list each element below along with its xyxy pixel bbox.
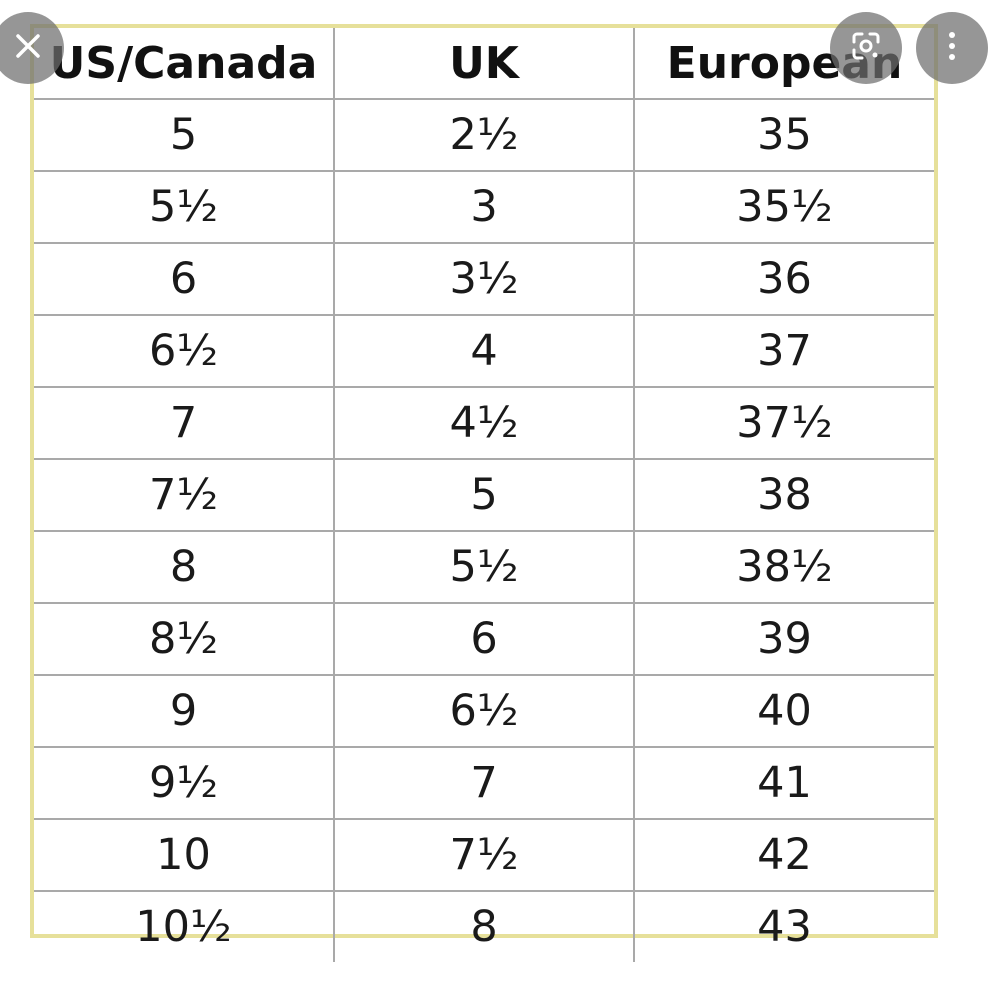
cell-us-canada: 10: [34, 818, 335, 892]
cell-european: 39: [633, 602, 934, 676]
cell-us-canada: 6½: [34, 314, 335, 388]
table-row: 10 7½ 42: [34, 818, 934, 892]
cell-us-canada: 7½: [34, 458, 335, 532]
cell-us-canada: 7: [34, 386, 335, 460]
lens-icon: [848, 28, 884, 68]
cell-european: 38½: [633, 530, 934, 604]
cell-european: 35½: [633, 170, 934, 244]
cell-uk: 8: [333, 890, 635, 962]
cell-uk: 5: [333, 458, 635, 532]
size-chart-table: US/Canada UK European 5 2½ 35 5½ 3 35½ 6…: [34, 28, 934, 962]
cell-us-canada: 9½: [34, 746, 335, 820]
cell-us-canada: 10½: [34, 890, 335, 962]
cell-european: 38: [633, 458, 934, 532]
cell-us-canada: 9: [34, 674, 335, 748]
column-header-us-canada: US/Canada: [34, 28, 335, 100]
table-row: 8½ 6 39: [34, 602, 934, 676]
table-row: 9½ 7 41: [34, 746, 934, 820]
visual-search-button[interactable]: [830, 12, 902, 84]
size-chart-table-frame: US/Canada UK European 5 2½ 35 5½ 3 35½ 6…: [30, 24, 938, 962]
cell-european: 43: [633, 890, 934, 962]
table-row: 10½ 8 43: [34, 890, 934, 962]
close-button[interactable]: [0, 12, 64, 84]
cell-european: 37: [633, 314, 934, 388]
cell-european: 41: [633, 746, 934, 820]
cell-uk: 6: [333, 602, 635, 676]
cell-uk: 5½: [333, 530, 635, 604]
cell-european: 35: [633, 98, 934, 172]
cell-us-canada: 8½: [34, 602, 335, 676]
cell-us-canada: 8: [34, 530, 335, 604]
table-row: 9 6½ 40: [34, 674, 934, 748]
table-row: 5½ 3 35½: [34, 170, 934, 244]
table-row: 7½ 5 38: [34, 458, 934, 532]
cell-european: 37½: [633, 386, 934, 460]
table-row: 6 3½ 36: [34, 242, 934, 316]
cell-uk: 7: [333, 746, 635, 820]
table-header-row: US/Canada UK European: [34, 28, 934, 100]
cell-uk: 2½: [333, 98, 635, 172]
cell-uk: 4½: [333, 386, 635, 460]
cell-uk: 3½: [333, 242, 635, 316]
more-vertical-icon: [946, 30, 958, 66]
cell-european: 42: [633, 818, 934, 892]
column-header-uk: UK: [333, 28, 635, 100]
cell-european: 40: [633, 674, 934, 748]
cell-us-canada: 6: [34, 242, 335, 316]
cell-uk: 3: [333, 170, 635, 244]
cell-european: 36: [633, 242, 934, 316]
cell-us-canada: 5½: [34, 170, 335, 244]
close-icon: [13, 31, 43, 65]
cell-uk: 4: [333, 314, 635, 388]
more-options-button[interactable]: [916, 12, 988, 84]
table-row: 8 5½ 38½: [34, 530, 934, 604]
table-row: 6½ 4 37: [34, 314, 934, 388]
cell-uk: 7½: [333, 818, 635, 892]
cell-uk: 6½: [333, 674, 635, 748]
table-row: 7 4½ 37½: [34, 386, 934, 460]
table-row: 5 2½ 35: [34, 98, 934, 172]
cell-us-canada: 5: [34, 98, 335, 172]
